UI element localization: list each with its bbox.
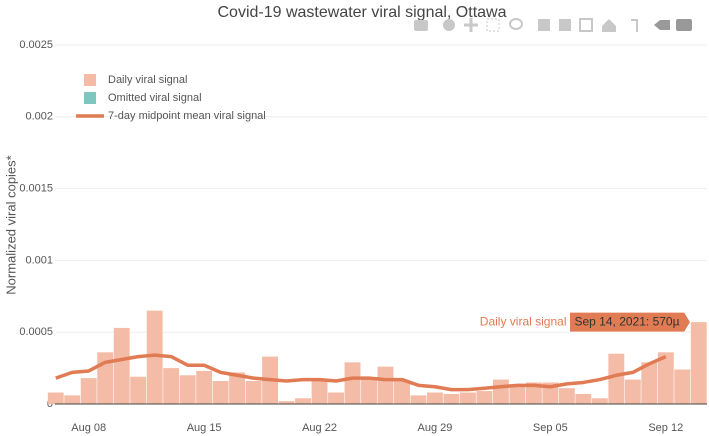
home-icon[interactable] [602,19,616,32]
bar [212,381,229,404]
bar [591,398,608,404]
zoom-in-icon[interactable] [538,19,550,31]
y-tick-label: 0.001 [25,254,53,266]
x-tick-label: Sep 05 [533,422,568,434]
spike-icon[interactable] [631,19,638,32]
hover-closest-icon[interactable] [654,20,670,30]
zoom-icon[interactable] [443,19,455,31]
bar [476,391,493,404]
y-tick-label: 0.0025 [19,39,53,51]
bar [674,369,691,404]
legend-label: Omitted viral signal [108,92,202,104]
x-tick-label: Aug 29 [418,422,453,434]
camera-icon[interactable] [414,20,428,31]
bar [492,379,509,404]
bar [328,392,344,404]
bar [459,392,476,404]
bar [575,393,592,404]
hover-series-label: Daily viral signal [480,314,567,328]
toolbar[interactable] [414,18,692,32]
bar [229,372,246,404]
x-tick-label: Aug 15 [187,422,222,434]
bar [608,353,625,404]
bar [509,385,526,404]
bar [278,401,295,404]
x-tick-label: Aug 08 [71,422,106,434]
bar [427,392,443,404]
y-tick-label: 0.0005 [19,326,53,338]
bar [130,376,147,404]
bar [641,362,658,404]
hover-text: Sep 14, 2021: 570µ [575,314,680,328]
bar [558,388,575,404]
legend-label: Daily viral signal [108,74,187,86]
bar [179,375,196,404]
hover-compare-icon[interactable] [676,19,692,31]
bar [80,378,97,404]
line [55,353,667,392]
bar [113,327,130,404]
legend-swatch [84,92,96,104]
chart-title: Covid-19 wastewater viral signal, Ottawa [217,4,506,21]
select-icon[interactable] [486,18,500,32]
bar [690,322,707,404]
bar [344,362,361,404]
lasso-icon[interactable] [509,18,523,30]
bar [525,382,542,404]
bar [47,392,64,404]
pan-icon[interactable] [464,18,478,32]
bar [64,395,81,404]
y-tick-label: 0.0015 [19,183,53,195]
bar [377,366,394,404]
x-tick-label: Aug 22 [302,422,337,434]
bar [311,381,328,404]
bar [245,381,262,404]
bar [196,370,213,404]
bar [443,393,460,404]
bar [295,398,311,404]
hover-box [569,311,692,333]
bar [624,379,641,404]
bar [657,352,674,404]
x-tick-label: Sep 12 [648,422,683,434]
bar [394,381,410,404]
legend-label: 7-day midpoint mean viral signal [108,110,266,122]
bar [361,378,377,404]
autoscale-icon[interactable] [579,18,593,32]
y-axis-title: Normalized viral copies* [3,155,18,294]
zoom-out-icon[interactable] [559,19,571,31]
bar [163,368,180,404]
bar [410,395,427,404]
y-tick-label: 0.002 [25,111,53,123]
bar [146,310,163,404]
legend-swatch [84,74,96,86]
hover-tooltip: Sep 14, 2021: 570µ Daily viral signal [480,311,692,333]
